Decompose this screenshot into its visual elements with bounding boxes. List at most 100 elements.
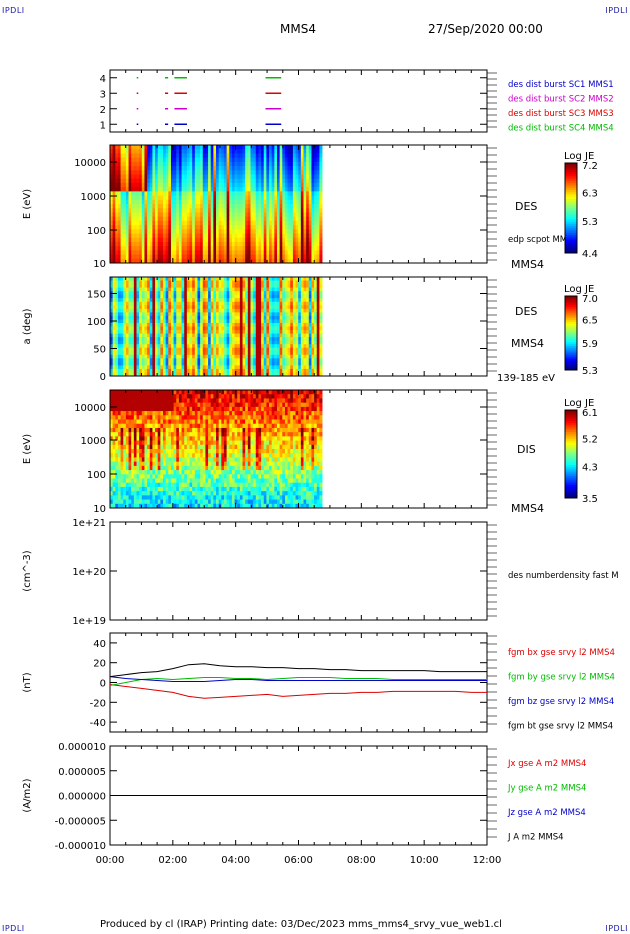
des-energy-cell — [110, 212, 114, 218]
des-pitch-cell — [234, 315, 238, 320]
des-energy-cell — [221, 187, 225, 192]
des-pitch-cell — [213, 280, 217, 285]
des-energy-cell — [163, 166, 167, 171]
des-pitch-cell — [168, 294, 172, 299]
des-energy-cell — [173, 195, 177, 201]
des-pitch-cell — [186, 326, 190, 331]
des-pitch-cell — [178, 354, 182, 359]
des-energy-cell — [255, 145, 259, 150]
dis-energy-cell — [112, 398, 116, 404]
des-pitch-cell — [125, 347, 129, 352]
des-pitch-cell — [123, 284, 127, 289]
des-energy-cell — [205, 250, 209, 255]
des-energy-cell — [266, 195, 270, 201]
des-energy-cell — [170, 199, 175, 205]
des-pitch-cell — [173, 344, 177, 349]
des-pitch-cell — [292, 358, 296, 363]
des-energy-cell — [234, 212, 238, 218]
des-pitch-cell — [141, 361, 145, 366]
des-energy-cell — [123, 233, 127, 239]
des-pitch-cell — [218, 344, 222, 349]
des-pitch-cell — [237, 344, 241, 349]
des-energy-cell — [282, 191, 286, 196]
des-energy-cell — [292, 149, 296, 154]
des-energy-cell — [165, 187, 169, 192]
avail-legend-1: des dist burst SC1 MMS1 — [508, 80, 614, 90]
des-energy-cell — [144, 258, 148, 264]
des-energy-cell — [128, 254, 132, 260]
avail-tick-label: 1 — [100, 120, 106, 131]
des-energy-cell — [168, 204, 172, 209]
des-pitch-cell — [115, 354, 119, 359]
des-pitch-cell — [155, 351, 159, 356]
des-energy-cell — [284, 161, 289, 167]
des-pitch-cell — [197, 291, 201, 296]
des-energy-cell — [189, 153, 193, 159]
des-pitch-cell — [290, 337, 294, 342]
des-pitch-cell — [263, 305, 267, 310]
des-energy-cell — [298, 225, 302, 230]
des-energy-cell — [287, 149, 291, 154]
des-pitch-cell — [229, 354, 233, 359]
des-pitch-cell — [242, 315, 246, 320]
des-pitch-cell — [258, 330, 262, 334]
des-energy-cell — [202, 250, 206, 255]
des-energy-cell — [239, 170, 243, 175]
des-energy-cell — [226, 170, 230, 175]
des-pitch-cell — [139, 294, 143, 299]
des-pitch-cell — [239, 291, 243, 296]
des-pitch-cell — [170, 337, 175, 342]
des-energy-cell — [110, 178, 114, 184]
des-energy-cell — [194, 237, 198, 243]
des-energy-cell — [271, 191, 275, 196]
des-pitch-cell — [139, 354, 143, 359]
des-pitch-cell — [226, 319, 230, 324]
des-energy-cell — [295, 204, 299, 209]
des-energy-cell — [141, 191, 145, 196]
des-energy-cell — [239, 237, 243, 243]
des-energy-cell — [186, 199, 190, 205]
des-energy-cell — [210, 220, 214, 226]
des-energy-cell — [253, 220, 257, 226]
des-energy-cell — [197, 220, 201, 226]
des-pitch-cell — [128, 308, 132, 313]
des-pitch-cell — [231, 287, 235, 292]
des-pitch-cell — [189, 291, 193, 296]
des-energy-cell — [202, 246, 206, 251]
des-energy-cell — [263, 199, 267, 205]
des-pitch-cell — [258, 301, 262, 306]
des-pitch-cell — [290, 344, 294, 349]
des-energy-cell — [223, 258, 228, 264]
des-energy-cell — [117, 161, 122, 167]
des-pitch-cell — [295, 330, 299, 334]
des-pitch-cell — [136, 337, 140, 342]
des-energy-cell — [253, 229, 257, 234]
des-pitch-cell — [276, 326, 281, 331]
des-energy-cell — [192, 195, 196, 201]
des-pitch-cell — [216, 277, 220, 281]
des-energy-cell — [261, 241, 265, 247]
des-pitch-cell — [147, 287, 151, 292]
des-pitch-cell — [168, 291, 172, 296]
des-energy-cell — [136, 149, 140, 154]
des-pitch-cell — [110, 326, 114, 331]
des-pitch-cell — [218, 298, 222, 303]
dis-energy-cell — [112, 478, 116, 484]
des-energy-cell — [250, 182, 254, 188]
des-energy-cell — [223, 212, 228, 218]
des-pitch-cell — [157, 333, 161, 338]
des-pitch-cell — [269, 312, 273, 317]
des-energy-cell — [306, 229, 310, 234]
des-pitch-cell — [197, 340, 201, 345]
des-energy-cell — [181, 157, 185, 163]
des-pitch-cell — [163, 344, 167, 349]
des-energy-cell — [160, 195, 164, 201]
des-energy-cell — [231, 254, 235, 260]
des-energy-cell — [250, 241, 254, 247]
des-energy-cell — [319, 182, 323, 188]
des-energy-cell — [276, 220, 281, 226]
des-pitch-cell — [144, 315, 148, 320]
des-energy-cell — [133, 166, 137, 171]
des-pitch-cell — [295, 284, 299, 289]
des-energy-cell — [247, 174, 251, 180]
